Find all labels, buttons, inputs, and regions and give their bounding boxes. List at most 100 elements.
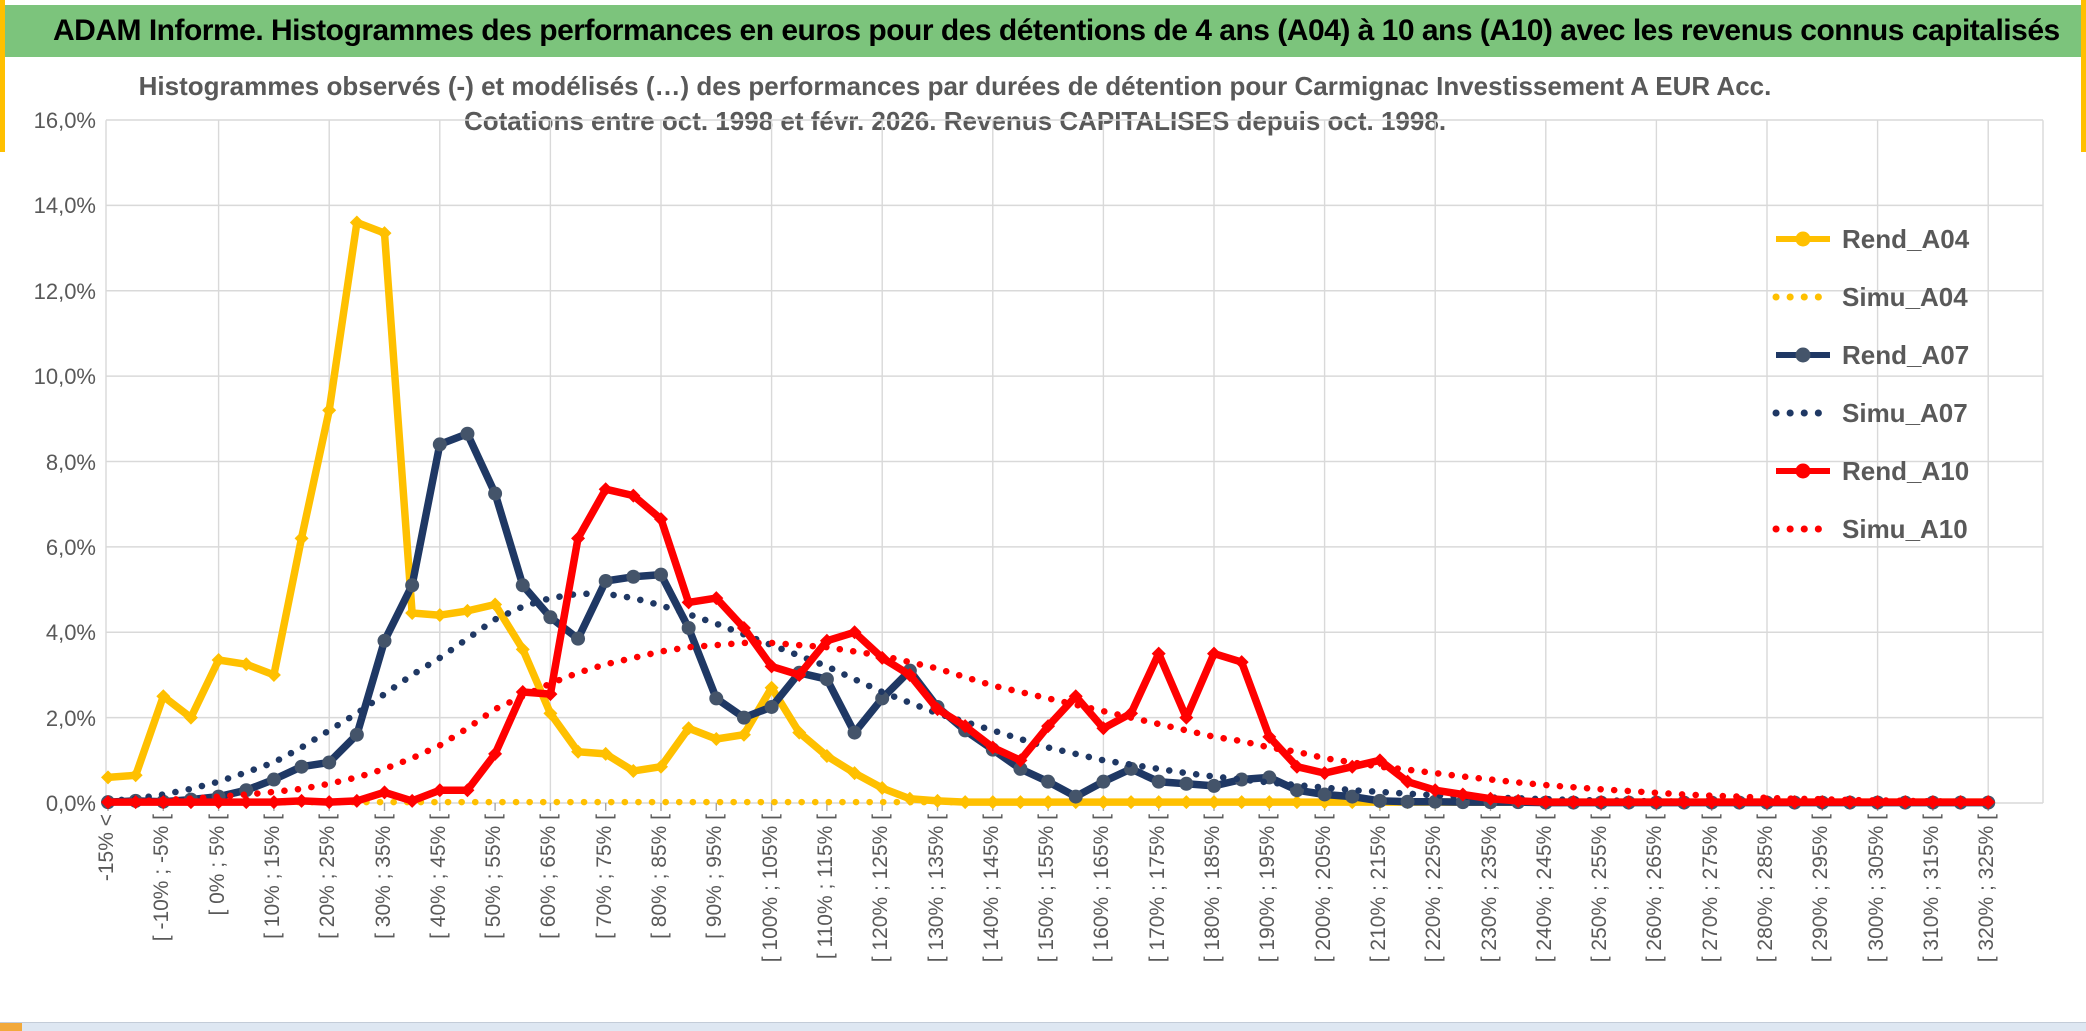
x-tick-label: [ 0% ; 5% [: [205, 814, 229, 916]
series-line-Rend_A04: [104, 218, 1992, 806]
series-marker-Rend_A07: [1289, 783, 1304, 798]
series-marker-Rend_A10: [405, 793, 420, 808]
series-marker-Rend_A04: [322, 403, 337, 418]
series-line-Rend_A10: [104, 485, 1992, 806]
series-marker-Rend_A10: [847, 625, 862, 640]
x-tick-label: [ 120% ; 125% [: [869, 814, 893, 963]
series-marker-Rend_A04: [543, 706, 558, 721]
series-marker-Rend_A04: [128, 768, 143, 783]
x-tick-label: [ 30% ; 35% [: [371, 814, 395, 939]
series-marker-Rend_A10: [709, 591, 724, 606]
series-marker-Rend_A04: [183, 710, 198, 725]
series-marker-Rend_A10: [1953, 795, 1968, 810]
bottom-scrollbar[interactable]: [0, 1022, 2086, 1031]
x-tick-label: [ 100% ; 105% [: [758, 814, 782, 963]
legend-swatch-solid-line-icon: [1776, 463, 1830, 479]
legend-swatch-dotted-line-icon: [1772, 525, 1834, 533]
series-marker-Rend_A10: [239, 795, 254, 810]
series-marker-Rend_A10: [1400, 774, 1415, 789]
series-marker-Rend_A07: [626, 569, 641, 584]
series-marker-Rend_A07: [598, 574, 613, 589]
x-tick-label: [ 190% ; 195% [: [1256, 814, 1280, 963]
series-marker-Rend_A10: [1151, 646, 1166, 661]
x-tick-label: [ 50% ; 55% [: [482, 814, 506, 939]
x-tick-label: [ 310% ; 315% [: [1919, 814, 1943, 963]
series-marker-Rend_A04: [432, 608, 447, 623]
legend-item-Rend_A10[interactable]: Rend_A10: [1772, 442, 1969, 500]
legend-item-Simu_A04[interactable]: Simu_A04: [1772, 268, 1969, 326]
series-marker-Rend_A10: [1262, 729, 1277, 744]
series-marker-Rend_A10: [488, 746, 503, 761]
series-marker-Rend_A10: [1234, 655, 1249, 670]
x-tick-label: [ 270% ; 275% [: [1698, 814, 1722, 963]
series-marker-Rend_A07: [488, 486, 503, 501]
series-marker-Rend_A07: [571, 631, 586, 646]
series-marker-Rend_A07: [875, 691, 890, 706]
series-marker-Rend_A10: [1566, 795, 1581, 810]
series-marker-Rend_A07: [1013, 761, 1028, 776]
x-tick-label: [ 290% ; 295% [: [1809, 814, 1833, 963]
series-marker-Rend_A10: [1455, 787, 1470, 802]
series-marker-Rend_A10: [1428, 783, 1443, 798]
series-marker-Rend_A04: [571, 744, 586, 759]
series-marker-Rend_A10: [377, 785, 392, 800]
x-tick-label: [ 320% ; 325% [: [1975, 814, 1999, 963]
legend-label: Simu_A07: [1842, 397, 1968, 428]
series-marker-Rend_A10: [1207, 646, 1221, 661]
series-marker-Rend_A10: [571, 531, 586, 546]
legend-swatch-solid-line-icon: [1776, 231, 1830, 247]
series-marker-Rend_A07: [764, 699, 779, 714]
series-marker-Rend_A07: [847, 725, 862, 740]
series-marker-Rend_A10: [958, 719, 973, 734]
series-marker-Rend_A04: [377, 226, 392, 241]
series-marker-Rend_A07: [1151, 774, 1166, 789]
x-tick-label: [ 160% ; 165% [: [1090, 814, 1114, 963]
y-tick-label: 16,0%: [33, 108, 96, 133]
series-marker-Rend_A10: [1511, 793, 1526, 808]
x-tick-label: [ 40% ; 45% [: [426, 814, 450, 939]
series-marker-Rend_A04: [654, 759, 668, 774]
x-tick-label: [ 10% ; 15% [: [260, 814, 284, 939]
banner: ADAM Informe. Histogrammes des performan…: [5, 5, 2081, 57]
legend-swatch-dotted-line-icon: [1772, 293, 1834, 301]
series-marker-Rend_A07: [1345, 789, 1360, 804]
series-marker-Rend_A07: [681, 620, 696, 635]
series-marker-Rend_A07: [349, 727, 364, 742]
series-marker-Rend_A07: [1096, 774, 1111, 789]
y-tick-label: 2,0%: [45, 705, 96, 731]
y-tick-label: 0,0%: [45, 791, 96, 816]
series-marker-Rend_A10: [1483, 791, 1498, 806]
series-marker-Rend_A04: [405, 606, 420, 621]
series-marker-Rend_A07: [709, 691, 724, 706]
series-marker-Rend_A07: [1179, 776, 1194, 791]
x-tick-label: [ 60% ; 65% [: [537, 814, 561, 939]
series-marker-Rend_A04: [1179, 795, 1194, 810]
legend-swatch-solid-line-icon: [1776, 347, 1830, 363]
series-marker-Rend_A07: [1317, 787, 1332, 802]
series-marker-Rend_A07: [654, 567, 668, 582]
legend-item-Rend_A07[interactable]: Rend_A07: [1772, 326, 1969, 384]
series-line-Simu_A07: [104, 590, 1992, 806]
y-tick-label: 14,0%: [33, 193, 96, 219]
series-marker-Rend_A10: [1124, 706, 1139, 721]
series-marker-Rend_A10: [598, 482, 613, 497]
x-tick-label: [ 200% ; 205% [: [1311, 814, 1335, 963]
series-marker-Rend_A04: [460, 603, 475, 618]
series-marker-Rend_A10: [1096, 721, 1111, 736]
x-tick-label: [ 260% ; 265% [: [1643, 814, 1667, 963]
series-marker-Rend_A10: [1621, 795, 1636, 810]
series-marker-Rend_A10: [1925, 795, 1940, 810]
x-tick-label: [ 230% ; 235% [: [1477, 814, 1501, 963]
series-marker-Rend_A10: [1594, 795, 1609, 810]
legend-item-Simu_A10[interactable]: Simu_A10: [1772, 500, 1969, 558]
x-tick-label: [ 130% ; 135% [: [924, 814, 948, 963]
series-marker-Rend_A07: [1234, 772, 1249, 787]
series-marker-Rend_A10: [1538, 795, 1553, 810]
legend-item-Simu_A07[interactable]: Simu_A07: [1772, 384, 1969, 442]
legend-item-Rend_A04[interactable]: Rend_A04: [1772, 210, 1969, 268]
scrollbar-thumb[interactable]: [0, 1023, 22, 1031]
series-marker-Rend_A10: [819, 633, 834, 648]
series-marker-Rend_A04: [847, 766, 862, 781]
series-marker-Rend_A10: [1179, 710, 1194, 725]
series-marker-Rend_A10: [626, 488, 641, 503]
